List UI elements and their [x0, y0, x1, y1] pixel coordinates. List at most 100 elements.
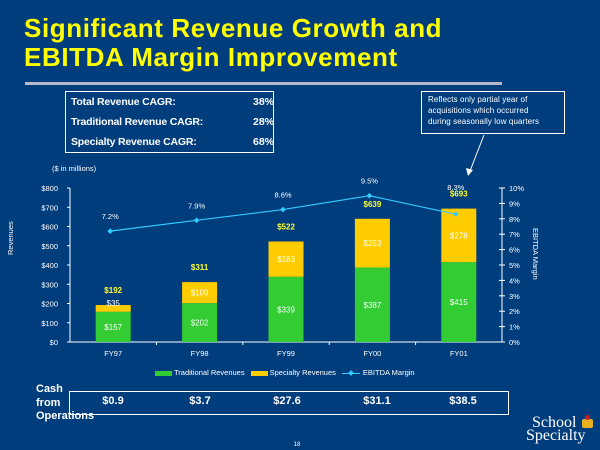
ebitda-point: [107, 228, 114, 234]
legend-item-ebitda: EBITDA Margin: [341, 368, 415, 377]
note-line-1: Reflects only partial year of: [428, 95, 528, 104]
page-number: 18: [293, 442, 301, 448]
cash-value-fy01: $38.5: [449, 395, 477, 407]
x-tick-label: FY97: [104, 349, 122, 358]
ebitda-point: [193, 217, 200, 224]
y-tick-label-left: $700: [41, 203, 58, 212]
cash-from-operations-label: Cash from Operations: [36, 383, 94, 424]
cagr-value-specialty: 68%: [253, 136, 275, 148]
bar-total-label: $311: [191, 263, 209, 272]
ebitda-label: 9.5%: [361, 177, 378, 186]
title-line-1: Significant Revenue Growth and: [24, 13, 443, 43]
cash-label-line-2: from: [36, 396, 61, 409]
bar-label-traditional: $202: [191, 319, 209, 328]
logo-line-2: Specialty: [526, 427, 586, 444]
legend-label-ebitda: EBITDA Margin: [362, 368, 415, 377]
legend-swatch-ebitda: [341, 372, 360, 374]
note-line-3: during seasonally low quarters: [428, 117, 540, 126]
y-tick-label-right: 10%: [509, 184, 524, 193]
logo-icon: [582, 415, 593, 428]
ebitda-point: [280, 206, 286, 213]
ebitda-label: 8.3%: [447, 183, 464, 192]
cagr-label-specialty: Specialty Revenue CAGR:: [71, 136, 197, 148]
bar-total-label: $522: [277, 223, 295, 232]
cagr-value-traditional: 28%: [253, 116, 275, 128]
cagr-label-total: Total Revenue CAGR:: [71, 96, 176, 108]
bar-specialty: [354, 218, 390, 268]
chart-legend: Traditional Revenues Specialty Revenues …: [155, 368, 415, 377]
y-tick-label-right: 8%: [509, 215, 520, 224]
legend-label-traditional: Traditional Revenues: [174, 368, 245, 377]
bar-specialty: [268, 241, 304, 277]
ebitda-point: [452, 211, 459, 218]
x-tick-label: FY01: [450, 349, 468, 358]
logo-line-1: School: [532, 414, 577, 431]
bar-traditional: [441, 262, 477, 342]
ebitda-label: 7.9%: [188, 201, 205, 210]
bar-traditional: [182, 303, 218, 342]
y-tick-label-left: $100: [41, 319, 58, 328]
x-tick-label: FY98: [191, 349, 209, 358]
title-line-2: EBITDA Margin Improvement: [24, 42, 398, 72]
cash-value-fy00: $31.1: [363, 395, 391, 407]
cash-value-fy97: $0.9: [102, 395, 124, 407]
cash-label-line-3: Operations: [36, 410, 95, 422]
cash-value-fy99: $27.6: [273, 395, 301, 407]
note-line-2: acquisitions which occurred: [428, 106, 529, 115]
cash-label-line-1: Cash: [36, 383, 63, 395]
annotation-arrowhead: [466, 168, 473, 176]
bar-label-traditional: $387: [364, 301, 382, 310]
ebitda-label: 7.2%: [102, 212, 119, 221]
legend-item-specialty: Specialty Revenues: [250, 368, 336, 377]
annotation-arrow: [469, 134, 485, 172]
bar-traditional: [95, 311, 131, 342]
y-tick-label-left: $0: [50, 338, 58, 347]
y-tick-label-left: $600: [41, 223, 58, 232]
y-tick-label-left: $500: [41, 242, 58, 251]
bar-total-label: $693: [450, 190, 468, 199]
y-tick-label-left: $800: [41, 184, 58, 193]
bar-label-traditional: $339: [277, 305, 295, 314]
y-tick-label-right: 5%: [509, 261, 520, 270]
slide-title: Significant Revenue Growth and EBITDA Ma…: [24, 14, 442, 72]
y-tick-label-right: 0%: [509, 338, 520, 347]
y-tick-label-right: 6%: [509, 246, 520, 255]
legend-item-traditional: Traditional Revenues: [155, 368, 245, 377]
bar-total-label: $639: [364, 200, 382, 209]
cagr-value-total: 38%: [253, 96, 275, 108]
y-tick-label-right: 2%: [509, 307, 520, 316]
cash-value-fy98: $3.7: [189, 395, 211, 407]
y-tick-label-right: 9%: [509, 199, 520, 208]
bar-label-specialty: $109: [191, 289, 209, 298]
y-tick-label-left: $200: [41, 300, 58, 309]
company-logo: School Specialty: [526, 414, 586, 444]
bar-label-specialty: $35: [107, 299, 121, 308]
bar-label-traditional: $415: [450, 298, 468, 307]
legend-label-specialty: Specialty Revenues: [269, 368, 336, 377]
bar-label-specialty: $278: [450, 231, 468, 240]
y-tick-label-right: 4%: [509, 276, 520, 285]
bar-traditional: [268, 276, 304, 342]
ebitda-label: 8.6%: [274, 191, 291, 200]
y-tick-label-right: 1%: [509, 323, 520, 332]
x-tick-label: FY99: [277, 349, 295, 358]
bar-label-specialty: $253: [364, 239, 382, 248]
bar-specialty: [95, 305, 131, 312]
legend-swatch-specialty: [250, 370, 268, 376]
bar-total-label: $192: [104, 286, 122, 295]
bar-specialty: [182, 282, 218, 304]
cagr-summary-box: Total Revenue CAGR: 38% Traditional Reve…: [65, 91, 274, 153]
bar-label-traditional: $157: [104, 323, 122, 332]
legend-swatch-traditional: [155, 370, 172, 376]
cagr-label-traditional: Traditional Revenue CAGR:: [71, 116, 204, 128]
bar-specialty: [441, 208, 477, 263]
bar-label-specialty: $183: [277, 255, 295, 264]
y-tick-label-right: 3%: [509, 292, 520, 301]
units-label: ($ in millions): [52, 164, 97, 173]
bar-traditional: [354, 267, 390, 342]
ebitda-point: [366, 192, 373, 199]
x-tick-label: FY00: [363, 349, 381, 358]
y-tick-label-left: $300: [41, 280, 58, 289]
y-tick-label-right: 7%: [509, 230, 520, 239]
